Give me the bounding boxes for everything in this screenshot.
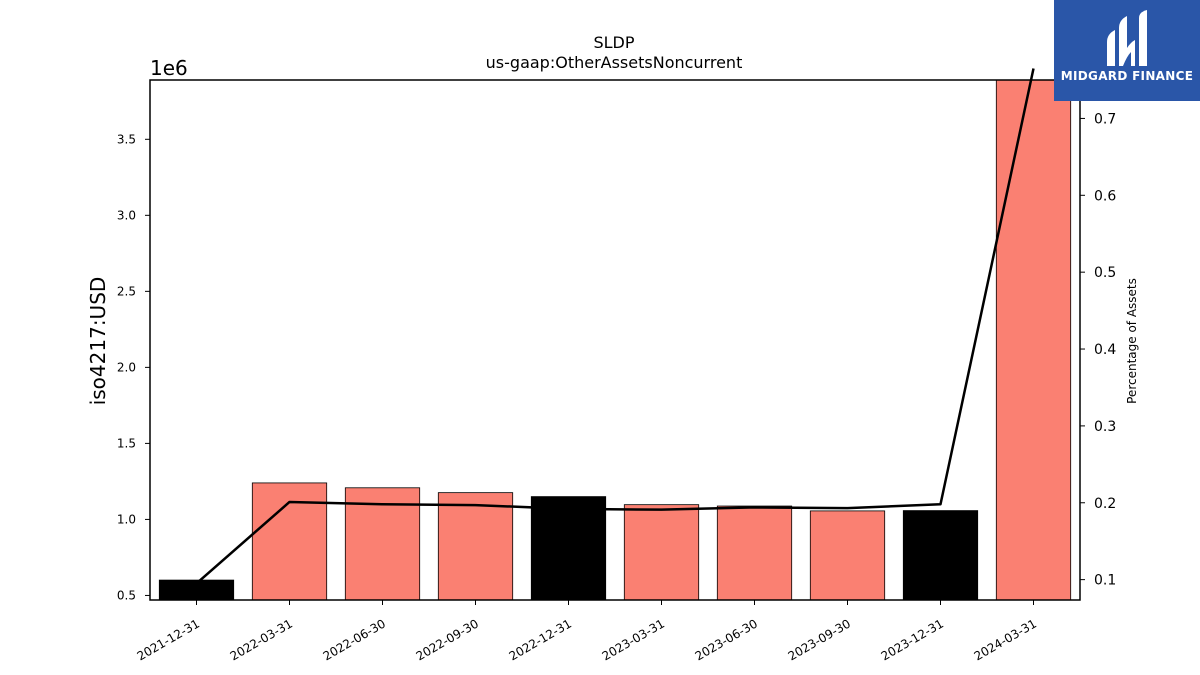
x-tick-label: 2022-09-30: [414, 616, 481, 663]
y-tick-label: 1.0: [117, 512, 136, 526]
y2-tick-label: 0.2: [1094, 496, 1116, 512]
y-tick-label: 3.0: [117, 208, 136, 222]
y2-tick-label: 0.1: [1094, 573, 1116, 589]
bar-2022-06-30: [344, 487, 421, 601]
y2-tick-label: 0.6: [1094, 188, 1116, 204]
x-tick-label: 2024-03-31: [972, 616, 1039, 663]
line-group: [195, 68, 1035, 585]
y-tick-label: 2.0: [117, 360, 136, 374]
bar-2023-03-31: [623, 504, 700, 601]
y2-tick-label: 0.7: [1094, 111, 1116, 127]
x-tick-label: 2022-03-31: [228, 616, 295, 663]
y2-tick-label: 0.4: [1094, 342, 1116, 358]
percentage-line: [195, 68, 1035, 585]
y2-axis-label: Percentage of Assets: [1125, 278, 1139, 404]
bar-2023-06-30: [716, 505, 793, 601]
bar-2022-12-31: [530, 496, 607, 601]
x-tick-label: 2022-06-30: [321, 616, 388, 663]
bar-2022-03-31: [251, 482, 328, 601]
y-tick-label: 2.5: [117, 284, 136, 298]
bar-2022-09-30: [437, 492, 514, 601]
x-tick-label: 2023-09-30: [786, 616, 853, 663]
y2-tick-label: 0.3: [1094, 419, 1116, 435]
plot-frame: [149, 79, 1081, 601]
y-tick-label: 3.5: [117, 132, 136, 146]
y-tick-label: 0.5: [117, 588, 136, 602]
bar-2023-09-30: [809, 510, 886, 601]
bar-2024-03-31: [995, 79, 1072, 601]
brand-logo: MIDGARD FINANCE: [1054, 0, 1200, 101]
x-tick-label: 2023-06-30: [693, 616, 760, 663]
x-tick-label: 2023-12-31: [879, 616, 946, 663]
y2-tick-label: 0.5: [1094, 265, 1116, 281]
x-tick-label: 2021-12-31: [135, 616, 202, 663]
bars-group: [158, 79, 1072, 601]
bar-2023-12-31: [902, 510, 979, 601]
y-axis-label: iso4217:USD: [86, 277, 110, 406]
logo-text: MIDGARD FINANCE: [1060, 69, 1194, 83]
y-offset-label: 1e6: [150, 56, 188, 80]
midgard-logo-icon: [1107, 10, 1147, 66]
y-tick-label: 1.5: [117, 436, 136, 450]
x-tick-label: 2023-03-31: [600, 616, 667, 663]
chart-subtitle: us-gaap:OtherAssetsNoncurrent: [486, 53, 743, 72]
chart-title: SLDP: [593, 33, 634, 52]
x-tick-label: 2022-12-31: [507, 616, 574, 663]
